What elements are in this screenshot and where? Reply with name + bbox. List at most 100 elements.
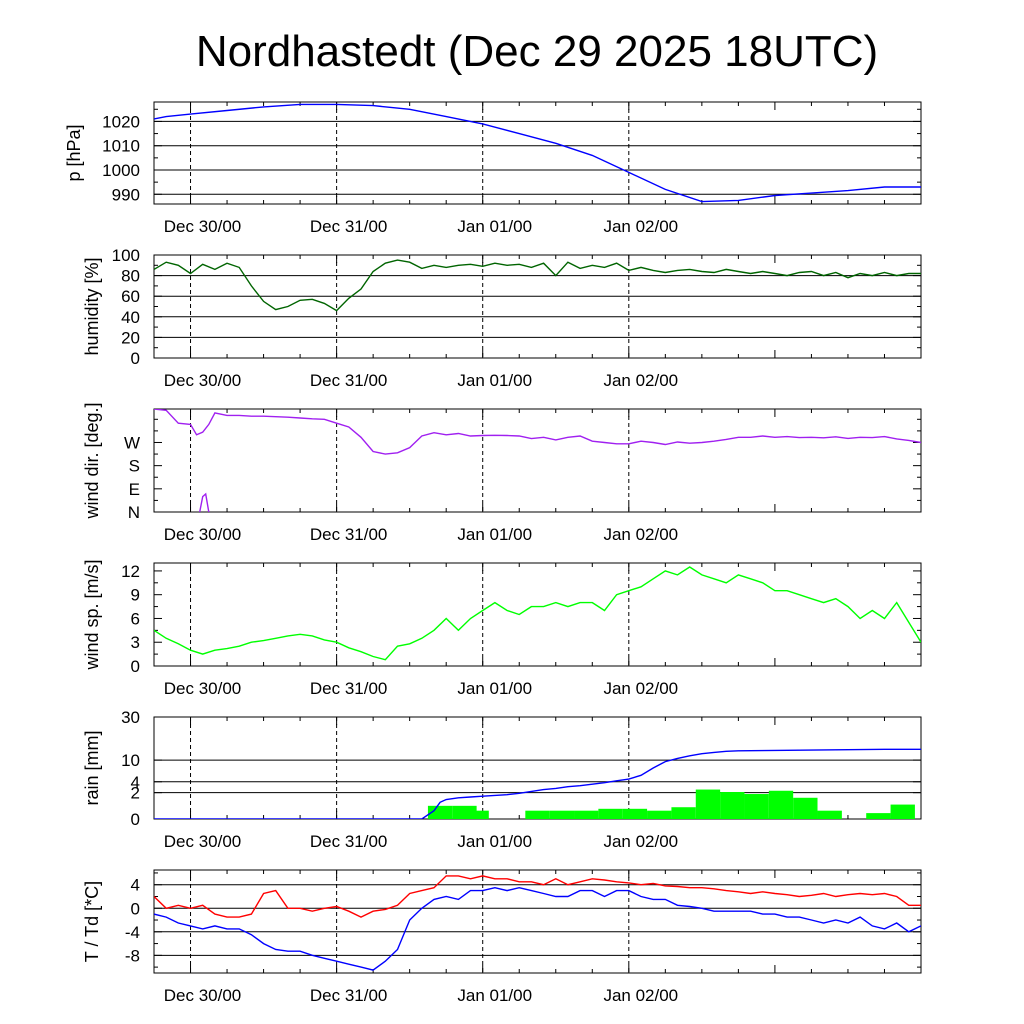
plot-area	[154, 748, 921, 819]
x-tick-label: Jan 01/00	[457, 217, 532, 236]
y-axis-label: T / Td [*C]	[82, 881, 102, 962]
y-tick-label: 0	[131, 899, 140, 918]
x-tick-label: Dec 30/00	[164, 525, 242, 544]
plot-frame	[153, 869, 922, 974]
plot-frame	[153, 101, 922, 205]
x-tick-label: Dec 30/00	[164, 217, 242, 236]
y-tick-label: 3	[131, 633, 140, 652]
rain-bar	[695, 789, 721, 819]
plot-frame	[153, 254, 922, 359]
x-tick-label: Dec 31/00	[310, 217, 388, 236]
y-tick-label: 4	[131, 773, 140, 792]
plot-area	[154, 566, 921, 661]
y-tick-label: 1020	[102, 112, 140, 131]
rain-bar	[598, 808, 623, 819]
y-tick-label: 0	[131, 349, 140, 368]
panel-4: 0 3 6 9 12 Dec 30/00 Dec 31/00 Jan 01/00 Jan 02/…	[82, 559, 922, 698]
y-tick-label: 12	[121, 562, 140, 581]
series-line-accumulated-rain	[154, 748, 921, 819]
rain-bar	[464, 810, 489, 819]
y-axis-label: wind sp. [m/s]	[82, 559, 102, 670]
y-tick-label: E	[129, 480, 140, 499]
rain-bar	[525, 810, 550, 819]
x-tick-label: Dec 30/00	[164, 371, 242, 390]
x-tick-label: Dec 30/00	[164, 679, 242, 698]
series-line-wind_speed	[154, 566, 921, 661]
rain-bar	[720, 792, 745, 819]
rain-bar	[817, 810, 842, 819]
x-tick-label: Jan 01/00	[457, 832, 532, 851]
plot-area	[154, 875, 921, 971]
series-line-pressure	[154, 103, 921, 203]
rain-bar	[671, 807, 696, 819]
x-tick-label: Dec 31/00	[310, 832, 388, 851]
plot-frame	[153, 562, 922, 667]
x-tick-label: Dec 31/00	[310, 679, 388, 698]
series-line-humidity	[154, 259, 921, 312]
series-line-td	[154, 886, 921, 971]
x-tick-label: Jan 02/00	[603, 986, 678, 1005]
y-tick-label: 2	[131, 784, 140, 803]
y-tick-label: 60	[121, 287, 140, 306]
y-tick-label: 1010	[102, 137, 140, 156]
series-line-t	[154, 875, 921, 918]
rain-bar	[890, 804, 915, 819]
x-tick-label: Jan 01/00	[457, 986, 532, 1005]
x-tick-label: Jan 02/00	[603, 679, 678, 698]
x-tick-label: Dec 31/00	[310, 525, 388, 544]
x-tick-label: Jan 02/00	[603, 525, 678, 544]
y-tick-label: 4	[131, 876, 140, 895]
rain-bar	[793, 797, 818, 819]
y-tick-label: W	[124, 433, 140, 452]
y-tick-label: 0	[131, 810, 140, 829]
rain-bar	[866, 813, 891, 819]
y-tick-label: -4	[125, 923, 140, 942]
y-tick-label: 0	[131, 657, 140, 676]
plot-area	[154, 409, 921, 512]
x-tick-label: Jan 01/00	[457, 525, 532, 544]
y-tick-label: 990	[112, 185, 140, 204]
y-tick-label: 9	[131, 586, 140, 605]
panel-5: 0 24 10 30 Dec 30/00 Dec 31/00 Jan 01/00 Jan 02…	[82, 708, 922, 851]
x-tick-label: Dec 30/00	[164, 832, 242, 851]
x-tick-label: Jan 02/00	[603, 371, 678, 390]
x-tick-label: Jan 01/00	[457, 679, 532, 698]
panel-1: 990 1000 1010 1020 Dec 30/00 Dec 31/00 Jan 01/…	[64, 101, 922, 236]
x-tick-label: Jan 01/00	[457, 371, 532, 390]
chart-title: Nordhastedt (Dec 29 2025 18UTC)	[196, 27, 878, 76]
series-line-wind_direction	[154, 409, 921, 455]
rain-bar	[549, 810, 575, 819]
rain-bar	[768, 790, 794, 819]
y-axis-label: wind dir. [deg.]	[82, 402, 102, 519]
y-tick-label: 6	[131, 609, 140, 628]
y-tick-label: 10	[121, 751, 140, 770]
x-tick-label: Dec 31/00	[310, 371, 388, 390]
rain-bar	[622, 808, 648, 819]
x-tick-label: Dec 30/00	[164, 986, 242, 1005]
rain-bar	[427, 805, 453, 819]
y-tick-label: 80	[121, 267, 140, 286]
y-tick-label: 40	[121, 308, 140, 327]
series-line-wind-direction-wrap	[199, 492, 210, 512]
y-axis-label: p [hPa]	[64, 124, 84, 181]
x-tick-label: Jan 02/00	[603, 217, 678, 236]
y-axis-label: rain [mm]	[82, 730, 102, 805]
y-tick-label: 30	[121, 708, 140, 727]
x-tick-label: Dec 31/00	[310, 986, 388, 1005]
y-tick-label: 20	[121, 328, 140, 347]
rain-bar	[574, 810, 599, 819]
y-tick-label: 1000	[102, 161, 140, 180]
plot-area	[154, 103, 921, 203]
rain-bar	[647, 810, 672, 819]
y-tick-label: S	[129, 457, 140, 476]
y-tick-label: 100	[112, 246, 140, 265]
panel-6: -8 -4 0 4 Dec 30/00 Dec 31/00 Jan 01/00 Jan 02/…	[82, 869, 922, 1005]
y-tick-label: -8	[125, 946, 140, 965]
plot-area	[154, 259, 921, 312]
plot-frame	[153, 408, 922, 513]
y-tick-label: N	[128, 503, 140, 522]
